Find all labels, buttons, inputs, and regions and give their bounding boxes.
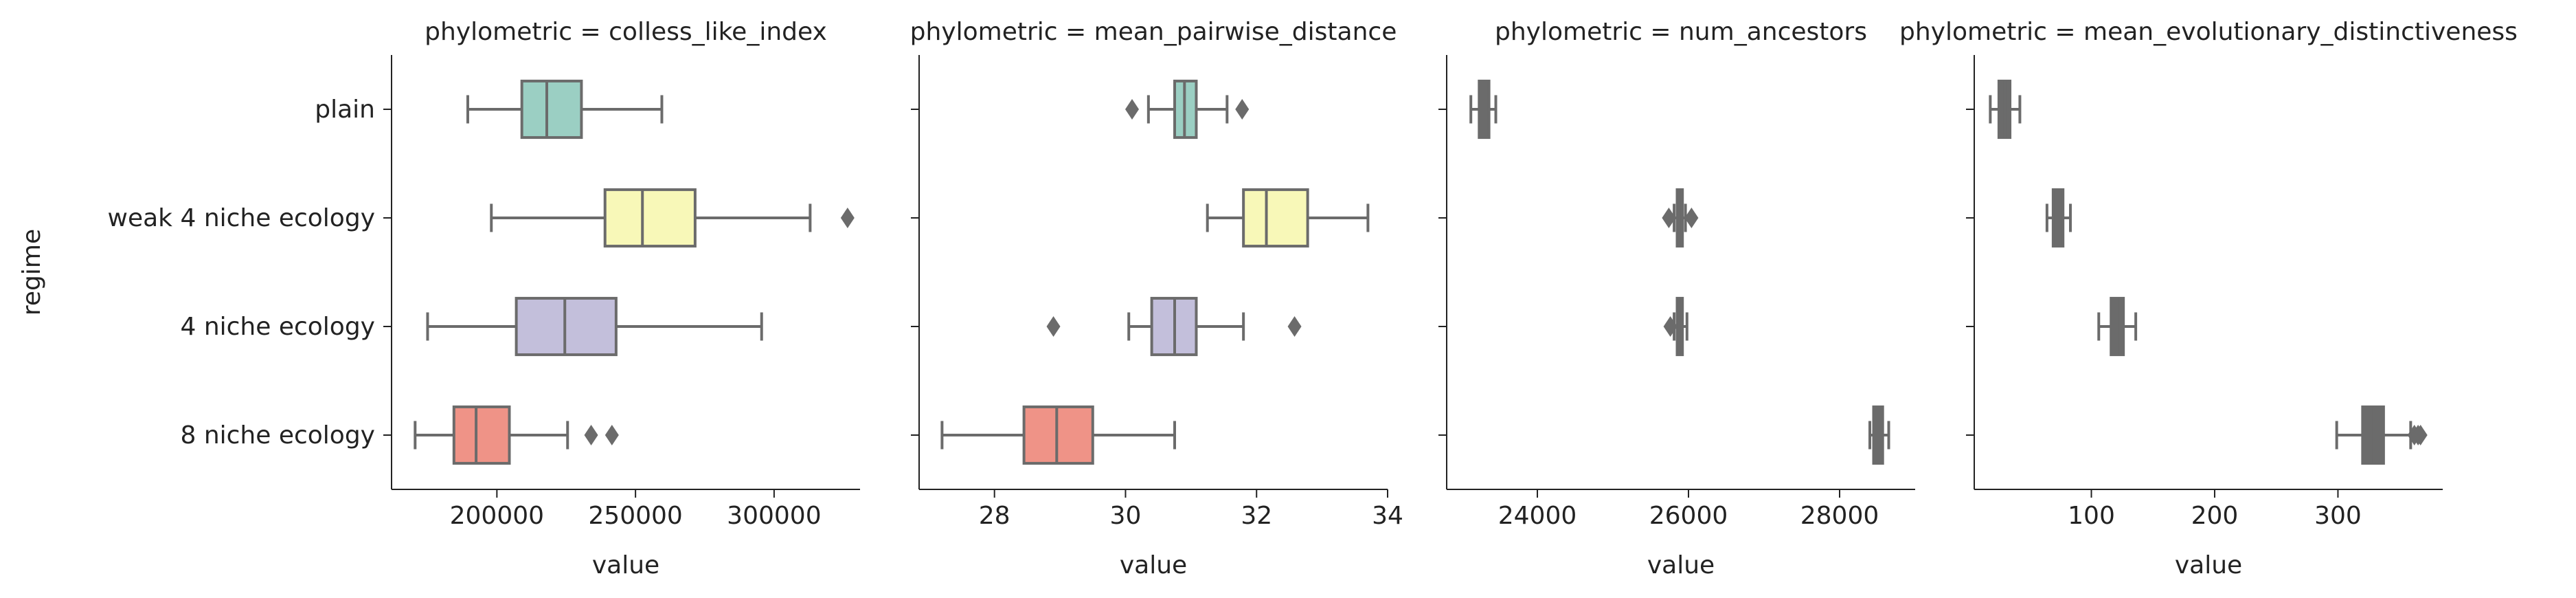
box-8-niche-ecology	[1868, 405, 1890, 465]
x-tick-label: 300	[2314, 502, 2362, 530]
box-8-niche-ecology	[2335, 405, 2428, 465]
box-weak-4-niche-ecology	[2045, 188, 2072, 248]
y-axis-label: regime	[18, 229, 46, 315]
facet-panel-2: phylometric = mean_pairwise_distance 28 30…	[910, 18, 1403, 579]
box-4-niche-ecology	[1663, 296, 1688, 357]
x-axis-label: value	[592, 551, 659, 579]
outlier-point	[1125, 99, 1139, 120]
x-tick-label: 30	[1110, 502, 1142, 530]
x-tick-label: 200000	[450, 502, 544, 530]
outlier-point	[605, 425, 619, 445]
box-plain	[1125, 79, 1250, 140]
x-tick-label: 100	[2068, 502, 2115, 530]
box-4-niche-ecology	[2097, 296, 2138, 357]
box-8-niche-ecology	[414, 405, 619, 465]
box-iqr	[1242, 188, 1309, 248]
facet-title: phylometric = mean_pairwise_distance	[910, 18, 1397, 46]
box-iqr	[520, 79, 583, 140]
outlier-point	[1662, 208, 1676, 228]
facet-panel-4: phylometric = mean_evolutionary_distinct…	[1899, 18, 2518, 579]
outlier-point	[840, 208, 855, 228]
outlier-point	[584, 425, 598, 445]
x-axis-label: value	[1120, 551, 1187, 579]
y-tick-label: weak 4 niche ecology	[108, 204, 375, 232]
box-iqr	[452, 405, 511, 465]
facet-title: phylometric = mean_evolutionary_distinct…	[1899, 18, 2518, 46]
box-4-niche-ecology	[426, 296, 763, 357]
facet-title: phylometric = colless_like_index	[425, 18, 827, 46]
x-tick-label: 250000	[588, 502, 682, 530]
x-tick-label: 26000	[1649, 502, 1728, 530]
x-tick-label: 24000	[1498, 502, 1577, 530]
box-iqr	[603, 188, 697, 248]
box-weak-4-niche-ecology	[490, 188, 855, 248]
outlier-point	[1046, 316, 1061, 337]
box-plain	[1469, 79, 1498, 140]
box-weak-4-niche-ecology	[1662, 188, 1699, 248]
x-tick-label: 32	[1241, 502, 1272, 530]
outlier-point	[1235, 99, 1250, 120]
box-iqr	[515, 296, 618, 357]
y-tick-label: 8 niche ecology	[180, 421, 375, 450]
x-tick-label: 28	[979, 502, 1010, 530]
outlier-point	[2413, 425, 2428, 445]
facet-title: phylometric = num_ancestors	[1495, 18, 1867, 46]
box-4-niche-ecology	[1046, 296, 1302, 357]
x-tick-label: 28000	[1800, 502, 1879, 530]
box-iqr	[1022, 405, 1094, 465]
x-tick-label: 34	[1372, 502, 1403, 530]
box-weak-4-niche-ecology	[1206, 188, 1370, 248]
outlier-point	[1663, 316, 1677, 337]
x-tick-label: 300000	[727, 502, 821, 530]
x-tick-label: 200	[2191, 502, 2239, 530]
outlier-point	[1287, 316, 1302, 337]
x-axis-label: value	[2175, 551, 2242, 579]
y-tick-label: 4 niche ecology	[180, 313, 375, 341]
facet-panel-3: phylometric = num_ancestors 24000 26000 280…	[1438, 18, 1915, 579]
box-plain	[1989, 79, 2022, 140]
outlier-point	[1684, 208, 1699, 228]
box-8-niche-ecology	[940, 405, 1176, 465]
box-plain	[466, 79, 664, 140]
y-tick-label: plain	[315, 96, 375, 124]
x-axis-label: value	[1647, 551, 1715, 579]
